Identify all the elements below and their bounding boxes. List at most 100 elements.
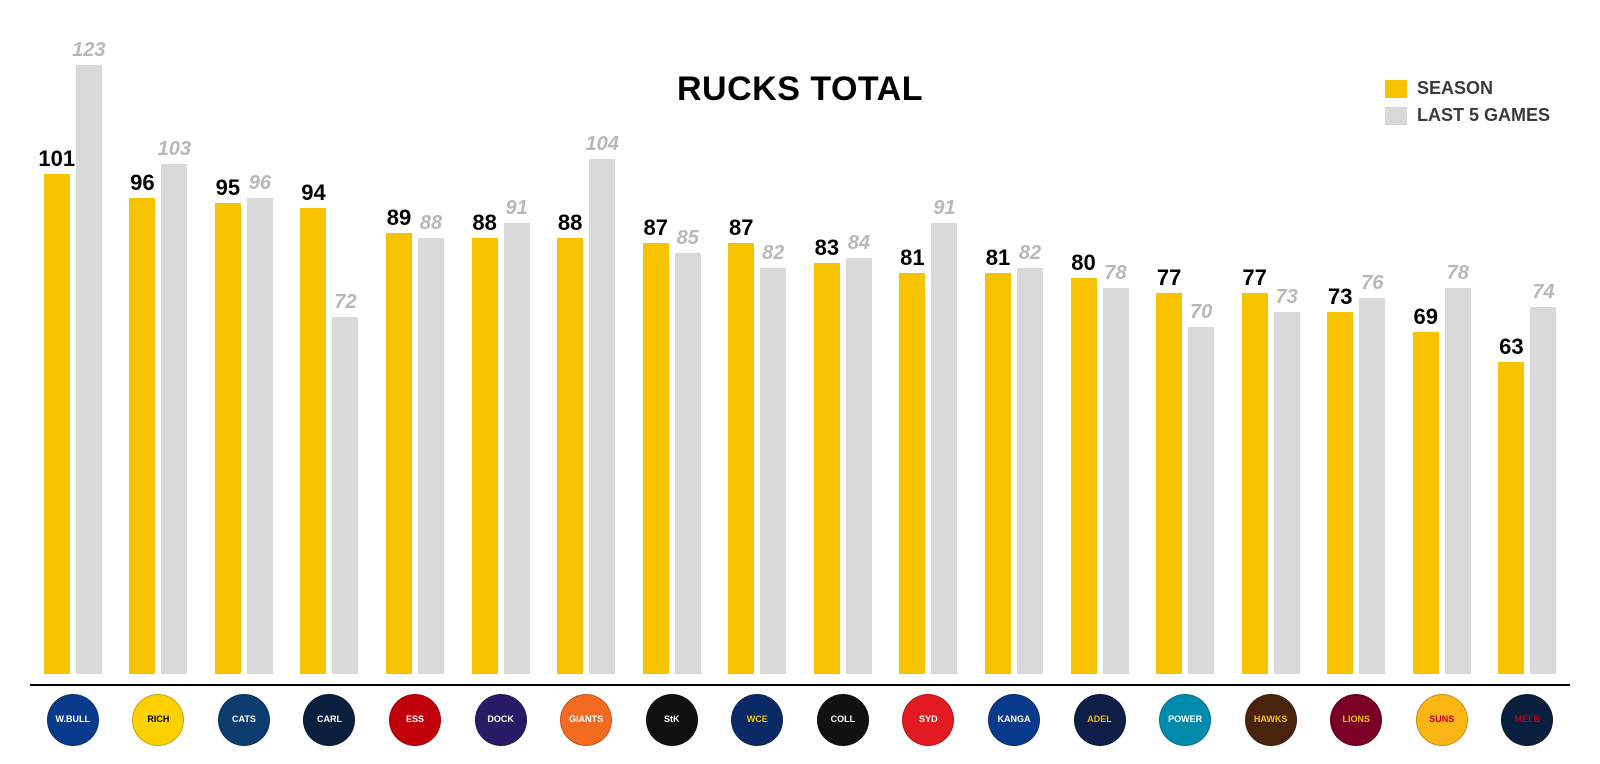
xaxis-cell-collingwood: COLL [800,686,886,754]
xaxis-cell-port-adelaide: POWER [1142,686,1228,754]
bar-last5-western-bulldogs: 123 [76,65,102,674]
bar-label-season-sydney-swans: 81 [900,245,924,271]
bar-season-st-kilda: 87 [643,243,669,674]
bar-season-melbourne: 63 [1498,362,1524,674]
team-logo-adelaide: ADEL [1074,694,1126,746]
team-logo-fremantle: DOCK [475,694,527,746]
xaxis-cell-sydney-swans: SYD [886,686,972,754]
xaxis-cell-gws-giants: GIANTS [543,686,629,754]
xaxis-cell-essendon: ESS [372,686,458,754]
bar-label-last5-west-coast: 82 [762,242,784,265]
bar-label-last5-north-melbourne: 82 [1019,242,1041,265]
bar-label-last5-collingwood: 84 [848,232,870,255]
team-logo-port-adelaide: POWER [1159,694,1211,746]
bar-group-carlton: 94 72 [287,30,373,674]
xaxis-cell-adelaide: ADEL [1057,686,1143,754]
bar-group-collingwood: 83 84 [800,30,886,674]
bar-label-last5-geelong: 96 [249,172,271,195]
xaxis-cell-western-bulldogs: W.BULL [30,686,116,754]
team-logo-sydney-swans: SYD [902,694,954,746]
xaxis-cell-fremantle: DOCK [458,686,544,754]
bar-season-port-adelaide: 77 [1156,293,1182,674]
xaxis-cell-richmond: RICH [116,686,202,754]
bar-season-essendon: 89 [386,233,412,674]
bar-label-last5-st-kilda: 85 [677,227,699,250]
bar-season-geelong: 95 [215,203,241,674]
xaxis-cell-gold-coast-suns: SUNS [1399,686,1485,754]
bar-label-season-richmond: 96 [130,170,154,196]
bar-group-western-bulldogs: 101123 [30,30,116,674]
team-logo-richmond: RICH [132,694,184,746]
bar-label-last5-brisbane-lions: 76 [1361,272,1383,295]
bar-label-season-brisbane-lions: 73 [1328,284,1352,310]
bar-last5-essendon: 88 [418,238,444,674]
bar-season-western-bulldogs: 101 [44,174,70,674]
bar-group-north-melbourne: 81 82 [971,30,1057,674]
bar-group-gws-giants: 88 104 [543,30,629,674]
bar-last5-gold-coast-suns: 78 [1445,288,1471,674]
bar-season-gold-coast-suns: 69 [1413,332,1439,674]
xaxis-cell-north-melbourne: KANGA [971,686,1057,754]
bar-label-season-western-bulldogs: 101 [38,146,75,172]
xaxis-cell-carlton: CARL [287,686,373,754]
rucks-total-chart: RUCKS TOTAL SEASON LAST 5 GAMES 10112396… [0,0,1600,764]
bar-last5-sydney-swans: 91 [931,223,957,674]
bar-label-season-gws-giants: 88 [558,210,582,236]
bar-last5-st-kilda: 85 [675,253,701,674]
team-logo-melbourne: MELB [1501,694,1553,746]
bar-label-season-st-kilda: 87 [643,215,667,241]
bar-label-last5-adelaide: 78 [1104,262,1126,285]
bar-label-last5-hawthorn: 73 [1276,286,1298,309]
bar-group-brisbane-lions: 7376 [1313,30,1399,674]
bar-group-fremantle: 8891 [458,30,544,674]
bar-label-season-hawthorn: 77 [1242,265,1266,291]
bar-label-season-adelaide: 80 [1071,250,1095,276]
team-logo-st-kilda: StK [646,694,698,746]
bar-label-last5-gws-giants: 104 [585,133,618,156]
bar-label-last5-fremantle: 91 [505,197,527,220]
bar-season-north-melbourne: 81 [985,273,1011,674]
bar-label-season-collingwood: 83 [815,235,839,261]
team-logo-western-bulldogs: W.BULL [47,694,99,746]
bar-label-last5-carlton: 72 [334,291,356,314]
xaxis-cell-hawthorn: HAWKS [1228,686,1314,754]
team-logo-north-melbourne: KANGA [988,694,1040,746]
bar-label-last5-melbourne: 74 [1532,281,1554,304]
bar-label-season-west-coast: 87 [729,215,753,241]
team-logo-hawthorn: HAWKS [1245,694,1297,746]
bar-group-melbourne: 6374 [1485,30,1571,674]
bar-label-season-gold-coast-suns: 69 [1414,304,1438,330]
bar-group-adelaide: 80 78 [1057,30,1143,674]
bar-label-season-melbourne: 63 [1499,334,1523,360]
chart-bars: 1011239610395969472898888918810487858782… [30,30,1570,674]
bar-label-season-fremantle: 88 [472,210,496,236]
bar-group-sydney-swans: 8191 [886,30,972,674]
xaxis-cell-west-coast: WCE [715,686,801,754]
team-logo-essendon: ESS [389,694,441,746]
bar-last5-melbourne: 74 [1530,307,1556,674]
team-logo-west-coast: WCE [731,694,783,746]
bar-last5-geelong: 96 [247,198,273,674]
xaxis-cell-st-kilda: StK [629,686,715,754]
team-logo-geelong: CATS [218,694,270,746]
team-logo-gold-coast-suns: SUNS [1416,694,1468,746]
bar-label-last5-gold-coast-suns: 78 [1447,262,1469,285]
bar-label-last5-sydney-swans: 91 [933,197,955,220]
bar-label-season-geelong: 95 [216,175,240,201]
bar-last5-collingwood: 84 [846,258,872,674]
team-logo-carlton: CARL [303,694,355,746]
bar-label-last5-western-bulldogs: 123 [72,39,105,62]
bar-season-fremantle: 88 [472,238,498,674]
bar-group-west-coast: 87 82 [715,30,801,674]
bar-last5-brisbane-lions: 76 [1359,298,1385,674]
xaxis-cell-melbourne: MELB [1485,686,1571,754]
bar-season-sydney-swans: 81 [899,273,925,674]
bar-label-season-essendon: 89 [387,205,411,231]
bar-label-season-carlton: 94 [301,180,325,206]
bar-group-geelong: 9596 [201,30,287,674]
bar-season-brisbane-lions: 73 [1327,312,1353,674]
bar-season-hawthorn: 77 [1242,293,1268,674]
bar-last5-gws-giants: 104 [589,159,615,674]
bar-season-adelaide: 80 [1071,278,1097,674]
bar-last5-fremantle: 91 [504,223,530,674]
